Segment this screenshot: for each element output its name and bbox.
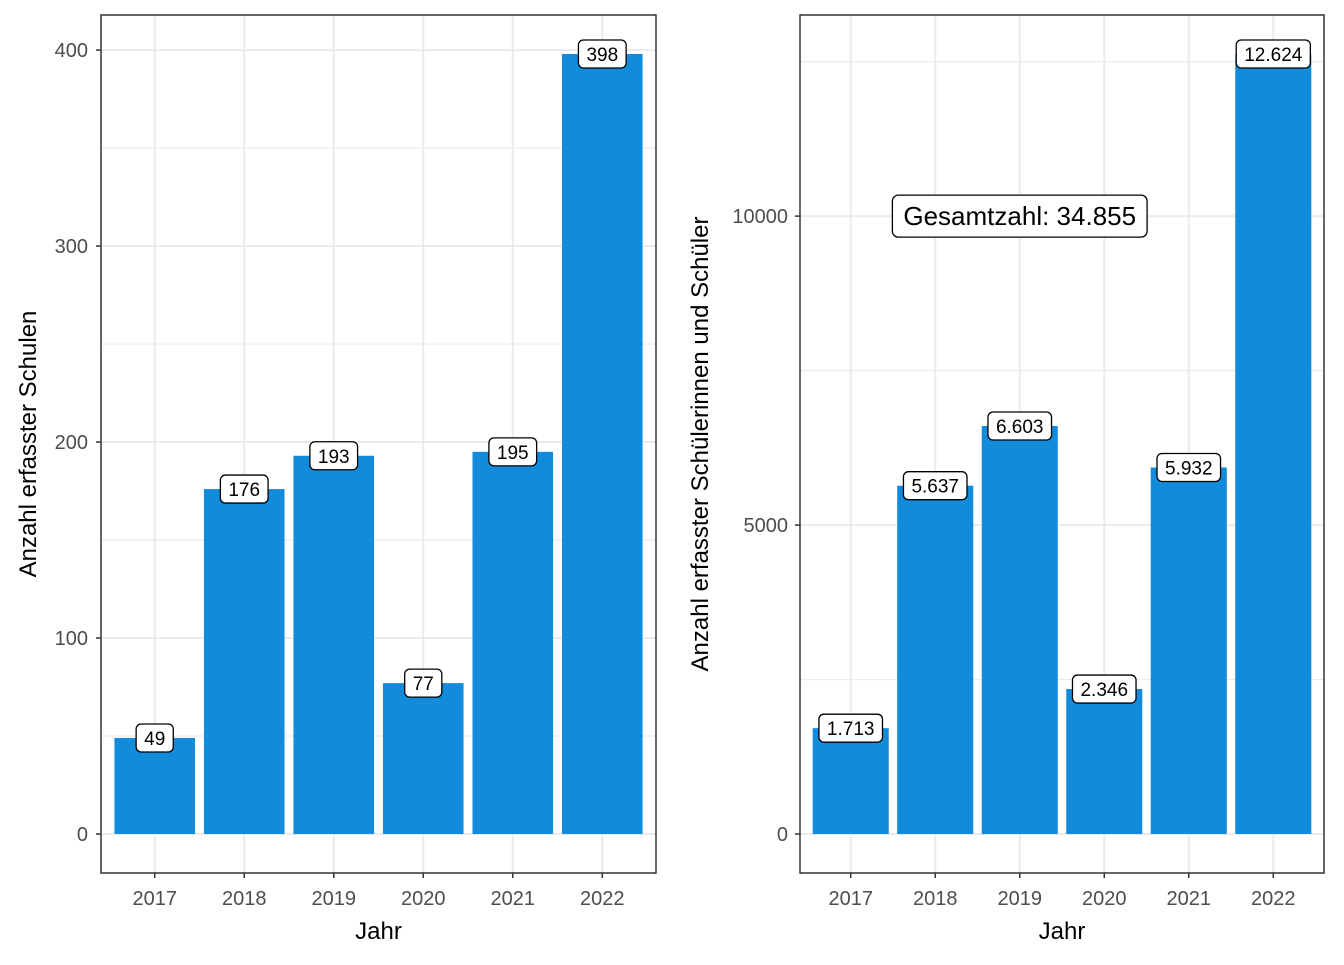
value-label-box bbox=[577, 39, 627, 69]
value-label-2017: 1.713 bbox=[818, 713, 884, 743]
x-axis-title: Jahr bbox=[1039, 918, 1086, 945]
x-axis-title: Jahr bbox=[355, 918, 402, 945]
chart-schueler: 1.713 5.637 6.603 2.346 5.932 12.624 Gesamtzah… bbox=[687, 14, 1325, 945]
value-label-text: 2.346 bbox=[1080, 680, 1128, 701]
total-annotation-text: Gesamtzahl: 34.855 bbox=[903, 201, 1136, 231]
value-label-text: 49 bbox=[144, 729, 165, 750]
x-tick-label: 2021 bbox=[491, 888, 536, 910]
value-label-text: 5.637 bbox=[911, 477, 959, 498]
value-label-box bbox=[1156, 452, 1222, 483]
value-label-box bbox=[309, 441, 359, 471]
x-tick-label: 2018 bbox=[913, 888, 958, 910]
bar-2017 bbox=[812, 728, 889, 835]
y-tick-label: 100 bbox=[55, 628, 88, 650]
y-tick-label: 5000 bbox=[744, 515, 789, 537]
y-tick-label: 300 bbox=[55, 236, 88, 258]
x-tick-label: 2022 bbox=[580, 888, 625, 910]
x-tick-label: 2019 bbox=[311, 888, 356, 910]
panel-border bbox=[799, 14, 1325, 874]
value-label-text: 5.932 bbox=[1165, 458, 1213, 479]
x-tick-label: 2017 bbox=[828, 888, 873, 910]
bar-2019 bbox=[293, 455, 375, 834]
value-label-2021: 195 bbox=[488, 437, 538, 467]
value-label-2021: 5.932 bbox=[1156, 452, 1222, 483]
value-label-box bbox=[987, 411, 1053, 441]
bar-2021 bbox=[472, 451, 554, 834]
y-tick-label: 400 bbox=[55, 40, 88, 62]
panel-border bbox=[100, 14, 657, 874]
value-label-text: 12.624 bbox=[1244, 45, 1303, 66]
value-label-2022: 398 bbox=[577, 39, 627, 69]
value-label-box bbox=[404, 668, 443, 698]
bar-2018 bbox=[897, 485, 974, 835]
x-tick-label: 2018 bbox=[222, 888, 267, 910]
y-axis-title: Anzahl erfasster Schulen bbox=[15, 311, 42, 578]
value-label-2019: 6.603 bbox=[987, 411, 1053, 441]
x-tick-label: 2020 bbox=[1082, 888, 1127, 910]
value-label-box bbox=[1071, 674, 1137, 704]
value-label-text: 176 bbox=[228, 480, 260, 501]
bar-2020 bbox=[382, 683, 464, 834]
y-tick-label: 0 bbox=[777, 824, 788, 846]
value-label-text: 195 bbox=[497, 443, 529, 464]
value-label-2018: 176 bbox=[219, 474, 269, 504]
bar-2018 bbox=[203, 489, 285, 834]
value-label-2020: 77 bbox=[404, 668, 443, 698]
chart-schulen: 49 176 193 77 195 398 0 100 200 300 400 2017 2018 201… bbox=[15, 14, 657, 945]
bar-2019 bbox=[981, 426, 1058, 835]
value-label-box bbox=[135, 723, 174, 753]
value-label-2017: 49 bbox=[135, 723, 174, 753]
bar-2017 bbox=[114, 737, 195, 834]
total-annotation-box bbox=[891, 194, 1148, 238]
x-tick-label: 2019 bbox=[997, 888, 1042, 910]
value-label-text: 6.603 bbox=[996, 417, 1044, 438]
bar-2020 bbox=[1066, 689, 1143, 835]
value-label-2022: 12.624 bbox=[1235, 39, 1312, 69]
value-label-2018: 5.637 bbox=[902, 471, 968, 501]
bar-2022 bbox=[1235, 53, 1312, 835]
bar-2021 bbox=[1150, 467, 1227, 835]
value-label-box bbox=[902, 471, 968, 501]
total-annotation: Gesamtzahl: 34.855 bbox=[891, 194, 1148, 238]
value-label-text: 77 bbox=[413, 674, 434, 695]
y-tick-label: 10000 bbox=[732, 206, 788, 228]
x-tick-label: 2017 bbox=[132, 888, 177, 910]
value-label-box bbox=[1235, 39, 1312, 69]
value-label-2020: 2.346 bbox=[1071, 674, 1137, 704]
value-label-box bbox=[488, 437, 538, 467]
value-label-box bbox=[818, 713, 884, 743]
x-tick-label: 2022 bbox=[1251, 888, 1296, 910]
x-tick-label: 2021 bbox=[1167, 888, 1212, 910]
value-label-text: 1.713 bbox=[827, 719, 875, 740]
value-label-text: 398 bbox=[586, 45, 618, 66]
y-tick-label: 200 bbox=[55, 432, 88, 454]
value-label-box bbox=[219, 474, 269, 504]
value-label-text: 193 bbox=[318, 447, 350, 468]
y-tick-label: 0 bbox=[77, 824, 88, 846]
x-tick-label: 2020 bbox=[401, 888, 446, 910]
value-label-2019: 193 bbox=[309, 441, 359, 471]
y-axis-title: Anzahl erfasster Schülerinnen und Schüle… bbox=[687, 217, 714, 672]
bar-2022 bbox=[562, 54, 643, 834]
